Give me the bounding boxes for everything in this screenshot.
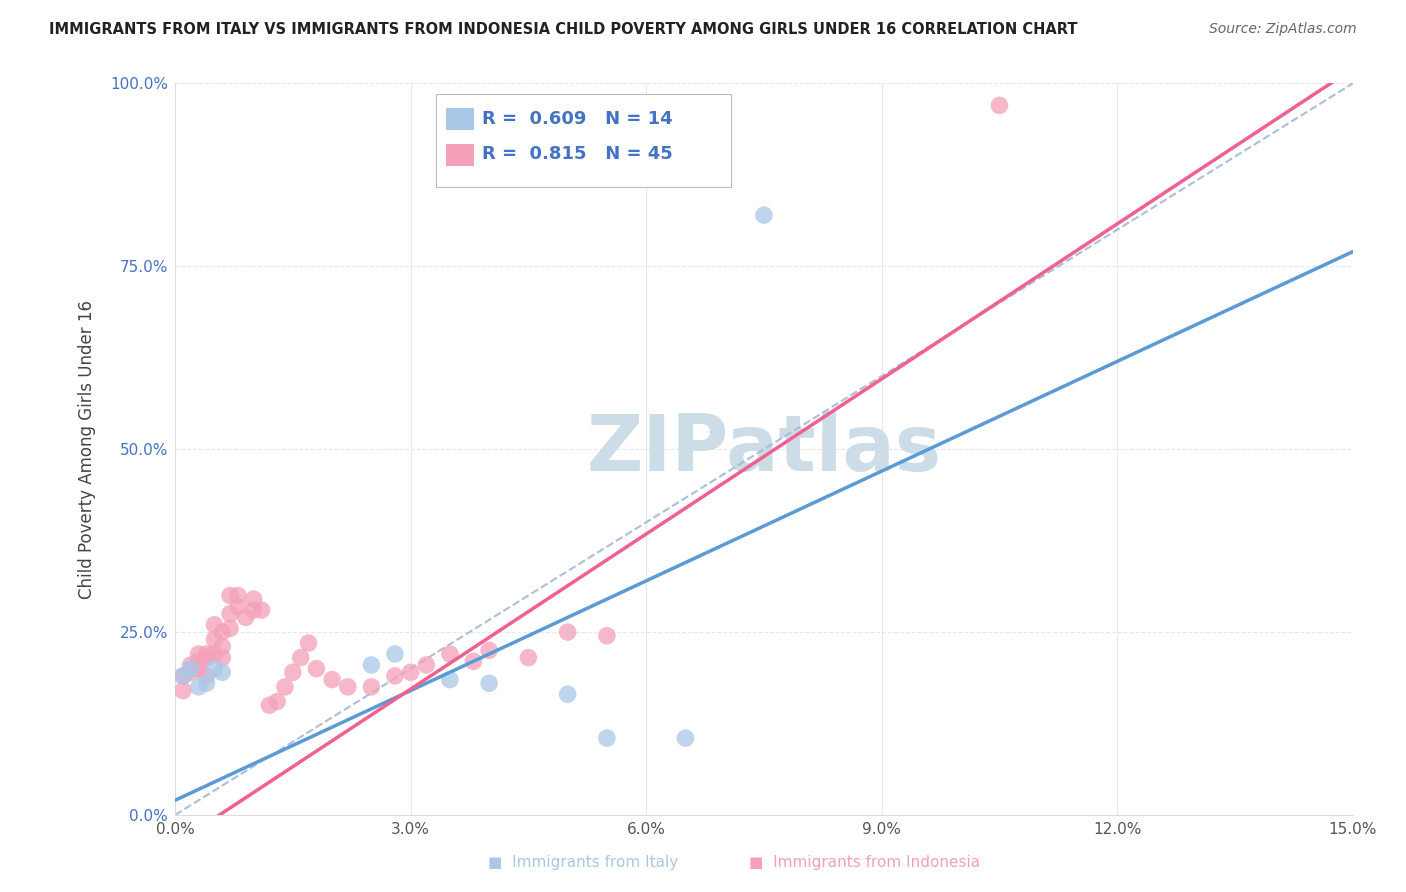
Point: [281, 665, 304, 680]
Point: [336, 680, 359, 694]
Text: Source: ZipAtlas.com: Source: ZipAtlas.com: [1209, 22, 1357, 37]
Point: [259, 698, 281, 713]
Point: [988, 98, 1011, 112]
Point: [195, 669, 218, 683]
Point: [211, 625, 233, 640]
Text: ZIPatlas: ZIPatlas: [586, 411, 942, 487]
Point: [195, 650, 218, 665]
Point: [211, 665, 233, 680]
Point: [478, 676, 501, 690]
Point: [219, 607, 242, 621]
Text: ■  Immigrants from Italy: ■ Immigrants from Italy: [488, 855, 679, 870]
Point: [202, 617, 225, 632]
Point: [226, 589, 249, 603]
Point: [439, 647, 461, 661]
Text: R =  0.609   N = 14: R = 0.609 N = 14: [482, 110, 673, 128]
Point: [439, 673, 461, 687]
Point: [195, 647, 218, 661]
Point: [305, 662, 328, 676]
Point: [752, 208, 775, 222]
Point: [360, 680, 382, 694]
Text: IMMIGRANTS FROM ITALY VS IMMIGRANTS FROM INDONESIA CHILD POVERTY AMONG GIRLS UND: IMMIGRANTS FROM ITALY VS IMMIGRANTS FROM…: [49, 22, 1078, 37]
Point: [235, 610, 257, 624]
Point: [297, 636, 319, 650]
Point: [557, 625, 579, 640]
Point: [187, 654, 209, 668]
Point: [211, 650, 233, 665]
Point: [596, 731, 619, 745]
Point: [463, 654, 485, 668]
Point: [226, 599, 249, 614]
Point: [195, 676, 218, 690]
Point: [202, 662, 225, 676]
Point: [187, 680, 209, 694]
Point: [384, 647, 406, 661]
Point: [219, 589, 242, 603]
Point: [250, 603, 273, 617]
Point: [202, 632, 225, 647]
Point: [202, 647, 225, 661]
Point: [478, 643, 501, 657]
Point: [187, 662, 209, 676]
Point: [180, 662, 202, 676]
Point: [517, 650, 540, 665]
Point: [211, 640, 233, 654]
Point: [557, 687, 579, 701]
Point: [384, 669, 406, 683]
Point: [187, 647, 209, 661]
Point: [290, 650, 312, 665]
Point: [415, 657, 437, 672]
Point: [242, 592, 264, 607]
Point: [321, 673, 343, 687]
Point: [242, 603, 264, 617]
Y-axis label: Child Poverty Among Girls Under 16: Child Poverty Among Girls Under 16: [79, 300, 96, 599]
Text: ■  Immigrants from Indonesia: ■ Immigrants from Indonesia: [749, 855, 980, 870]
Point: [673, 731, 696, 745]
Point: [180, 657, 202, 672]
Point: [172, 669, 194, 683]
Point: [274, 680, 297, 694]
Point: [180, 665, 202, 680]
Point: [172, 669, 194, 683]
Point: [172, 683, 194, 698]
Point: [596, 629, 619, 643]
Point: [360, 657, 382, 672]
Point: [399, 665, 422, 680]
Point: [219, 621, 242, 635]
Text: R =  0.815   N = 45: R = 0.815 N = 45: [482, 145, 673, 163]
Point: [266, 694, 288, 708]
